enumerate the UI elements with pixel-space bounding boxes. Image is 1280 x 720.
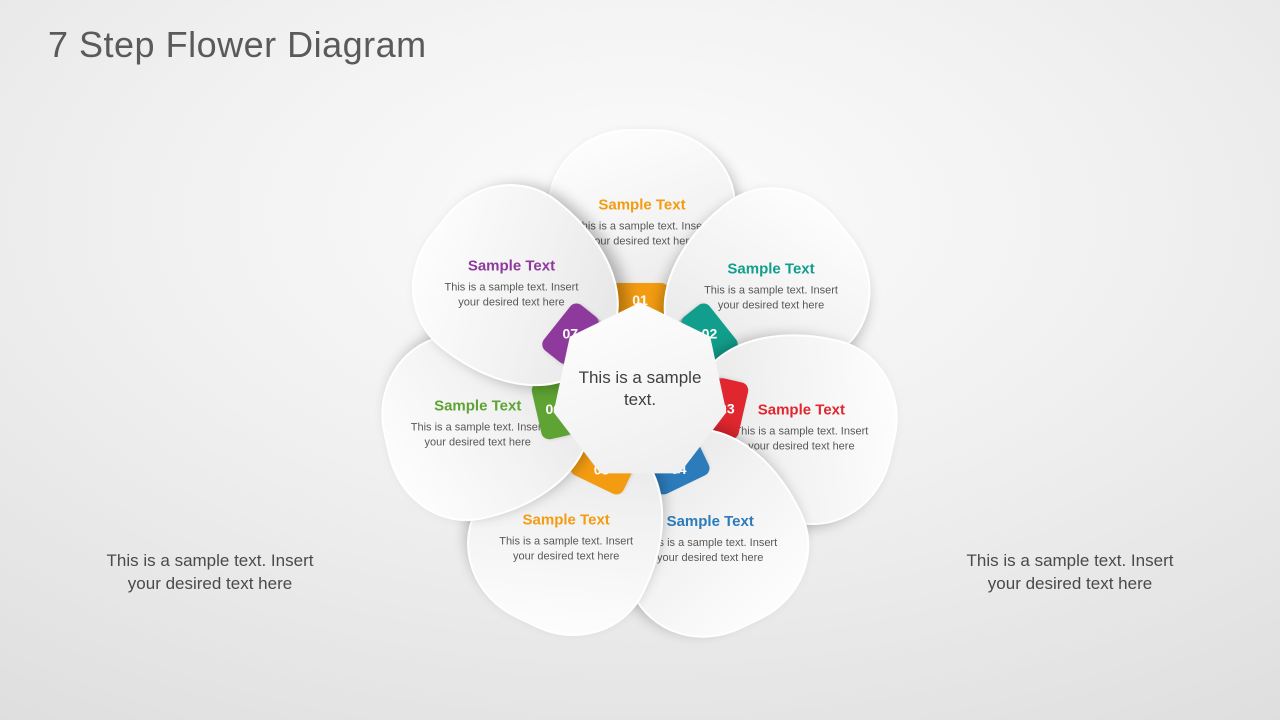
petal-desc: This is a sample text. Insert your desir… [436,280,586,310]
slide-title: 7 Step Flower Diagram [48,24,427,66]
petal-title: Sample Text [403,397,553,414]
petal-text: Sample Text This is a sample text. Insert… [436,257,586,310]
flower-diagram: Sample Text This is a sample text. Insert… [330,79,950,699]
caption-right: This is a sample text. Insert your desir… [950,550,1190,596]
center-text: This is a sample text. [575,367,705,411]
petal-text: Sample Text This is a sample text. Insert… [491,511,641,564]
petal-desc: This is a sample text. Insert your desir… [491,534,641,564]
petal-desc: This is a sample text. Insert your desir… [696,284,846,314]
caption-left: This is a sample text. Insert your desir… [90,550,330,596]
petal-title: Sample Text [726,401,876,418]
petal-desc: This is a sample text. Insert your desir… [403,420,553,450]
petal-text: Sample Text This is a sample text. Insert… [403,397,553,450]
petal-title: Sample Text [491,511,641,528]
petal-title: Sample Text [696,261,846,278]
petal-title: Sample Text [567,196,717,213]
petal-title: Sample Text [436,257,586,274]
slide: 7 Step Flower Diagram Sample Text This is… [0,0,1280,720]
petal-text: Sample Text This is a sample text. Insert… [696,261,846,314]
